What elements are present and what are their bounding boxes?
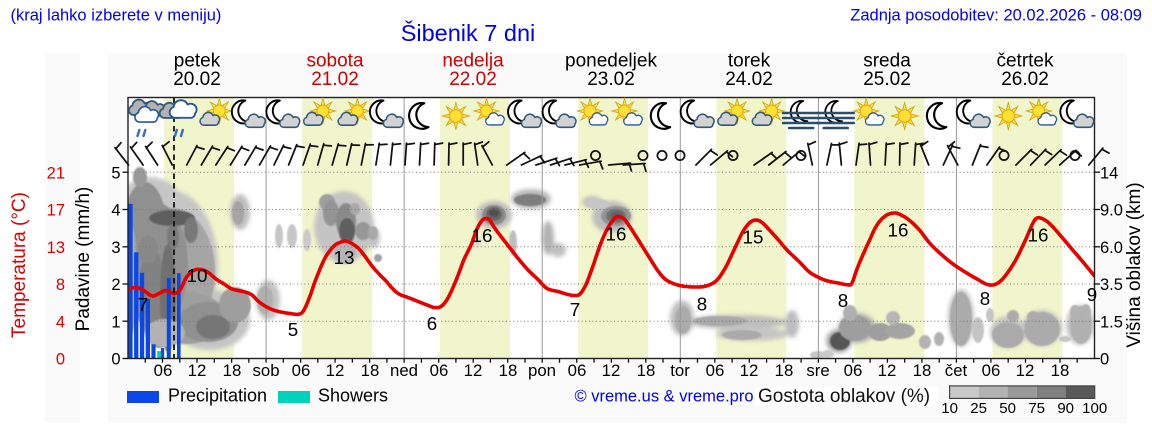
svg-text:23.02: 23.02 [587, 69, 635, 90]
svg-text:18: 18 [913, 361, 932, 380]
svg-text:5: 5 [288, 319, 298, 340]
svg-text:17: 17 [47, 202, 65, 220]
svg-text:06: 06 [430, 361, 449, 380]
svg-text:1.5: 1.5 [1100, 313, 1123, 331]
svg-text:Padavine (mm/h): Padavine (mm/h) [73, 187, 94, 332]
svg-text:100: 100 [1082, 400, 1107, 417]
svg-text:6.0: 6.0 [1100, 239, 1123, 257]
svg-text:16: 16 [606, 224, 627, 245]
svg-text:21.02: 21.02 [311, 69, 359, 90]
svg-text:0: 0 [111, 351, 120, 369]
svg-text:21: 21 [47, 164, 65, 182]
svg-text:12: 12 [464, 361, 483, 380]
svg-text:24.02: 24.02 [725, 69, 773, 90]
svg-text:20.02: 20.02 [173, 69, 221, 90]
svg-text:22.02: 22.02 [449, 69, 497, 90]
svg-text:12: 12 [878, 361, 897, 380]
svg-text:14: 14 [1100, 164, 1118, 182]
svg-text:13: 13 [47, 239, 65, 257]
svg-text:8: 8 [980, 288, 990, 309]
svg-text:sob: sob [252, 361, 279, 380]
svg-text:12: 12 [1016, 361, 1035, 380]
svg-text:06: 06 [706, 361, 725, 380]
svg-text:3: 3 [111, 239, 120, 257]
svg-text:18: 18 [499, 361, 518, 380]
svg-text:1: 1 [111, 313, 120, 331]
svg-text:© vreme.us & vreme.pro: © vreme.us & vreme.pro [574, 388, 753, 406]
svg-text:sobota: sobota [306, 51, 363, 72]
svg-text:06: 06 [844, 361, 863, 380]
svg-text:8: 8 [838, 290, 848, 311]
svg-text:8: 8 [56, 276, 65, 294]
svg-text:4: 4 [111, 202, 120, 220]
svg-text:90: 90 [1057, 400, 1074, 417]
svg-text:12: 12 [326, 361, 345, 380]
svg-text:9.0: 9.0 [1100, 202, 1123, 220]
svg-text:18: 18 [637, 361, 656, 380]
svg-text:4: 4 [56, 313, 65, 331]
svg-text:8: 8 [697, 294, 707, 315]
svg-text:16: 16 [472, 225, 493, 246]
svg-text:18: 18 [1051, 361, 1070, 380]
svg-text:06: 06 [982, 361, 1001, 380]
svg-text:3.5: 3.5 [1100, 276, 1123, 294]
svg-text:16: 16 [888, 220, 909, 241]
svg-text:25.02: 25.02 [863, 69, 911, 90]
svg-text:25: 25 [970, 400, 987, 417]
svg-text:7: 7 [570, 299, 580, 320]
svg-text:06: 06 [292, 361, 311, 380]
svg-text:0: 0 [1100, 351, 1109, 369]
svg-text:50: 50 [999, 400, 1016, 417]
svg-text:10: 10 [941, 400, 958, 417]
svg-text:tor: tor [670, 361, 690, 380]
svg-text:10: 10 [187, 265, 208, 286]
svg-text:petek: petek [174, 51, 221, 72]
svg-text:2: 2 [111, 276, 120, 294]
svg-text:18: 18 [775, 361, 794, 380]
svg-text:ned: ned [390, 361, 418, 380]
svg-text:Zadnja posodobitev: 20.02.2026: Zadnja posodobitev: 20.02.2026 - 08:09 [850, 7, 1142, 25]
svg-text:06: 06 [154, 361, 173, 380]
svg-text:(kraj lahko izberete v meniju): (kraj lahko izberete v meniju) [11, 7, 222, 25]
svg-text:nedelja: nedelja [442, 51, 504, 72]
svg-text:12: 12 [188, 361, 207, 380]
svg-text:pon: pon [528, 361, 556, 380]
svg-text:5: 5 [111, 164, 120, 182]
svg-text:75: 75 [1028, 400, 1045, 417]
svg-text:Višina oblakov (km): Višina oblakov (km) [1124, 182, 1145, 347]
svg-text:18: 18 [361, 361, 380, 380]
svg-text:Precipitation: Precipitation [168, 386, 267, 406]
svg-text:26.02: 26.02 [1001, 69, 1049, 90]
svg-text:6: 6 [427, 313, 437, 334]
svg-text:18: 18 [223, 361, 242, 380]
svg-text:sreda: sreda [863, 51, 911, 72]
svg-text:12: 12 [740, 361, 759, 380]
svg-text:sre: sre [806, 361, 829, 380]
svg-text:0: 0 [56, 351, 65, 369]
svg-text:12: 12 [602, 361, 621, 380]
svg-text:16: 16 [1028, 225, 1049, 246]
svg-text:ponedeljek: ponedeljek [565, 51, 657, 72]
svg-text:7: 7 [138, 294, 148, 315]
svg-text:torek: torek [728, 51, 771, 72]
svg-text:Showers: Showers [318, 386, 388, 406]
svg-text:Šibenik 7 dni: Šibenik 7 dni [401, 19, 536, 46]
svg-text:Gostota oblakov (%): Gostota oblakov (%) [758, 386, 930, 407]
svg-text:Temperatura (°C): Temperatura (°C) [9, 192, 30, 338]
svg-text:06: 06 [568, 361, 587, 380]
svg-text:9: 9 [1087, 284, 1097, 305]
svg-text:četrtek: četrtek [996, 51, 1054, 72]
svg-text:15: 15 [743, 227, 764, 248]
svg-text:čet: čet [945, 361, 968, 380]
svg-text:13: 13 [334, 247, 355, 268]
